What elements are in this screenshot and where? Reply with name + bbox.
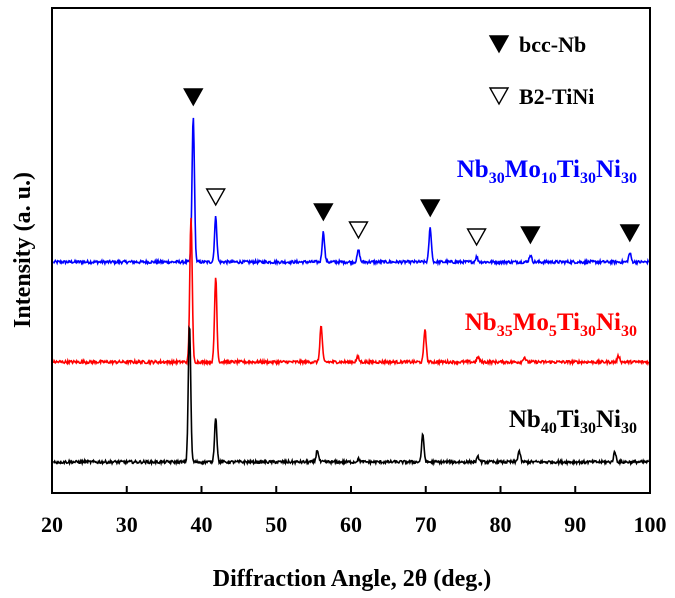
legend-label-0: bcc-Nb (519, 32, 586, 57)
series-label-part: Nb (509, 406, 541, 433)
series-label-part: 35 (497, 323, 513, 340)
series-label-part: Mo (505, 156, 541, 183)
legend: bcc-Nb B2-TiNi (488, 32, 594, 109)
x-tick-label-30: 30 (116, 512, 138, 537)
bcc-nb-marker-3 (520, 226, 541, 245)
series-labels: Nb30Mo10Ti30Ni30Nb35Mo5Ti30Ni30Nb40Ti30N… (457, 156, 637, 437)
series-line-2 (52, 325, 650, 467)
x-tick-label-20: 20 (41, 512, 63, 537)
bcc-nb-marker-0 (183, 88, 204, 107)
series-label-part: Nb (465, 309, 497, 336)
x-tick-label-80: 80 (490, 512, 512, 537)
series-label-part: 30 (580, 420, 596, 437)
x-tick-label-70: 70 (415, 512, 437, 537)
series-label-part: 30 (580, 323, 596, 340)
series-label-part: Ti (557, 156, 580, 183)
b2-tini-marker-0 (205, 188, 226, 207)
series-label-part: 30 (580, 170, 596, 187)
series-label-part: Nb (457, 156, 489, 183)
bcc-nb-marker-2 (420, 199, 441, 218)
series-label-1: Nb35Mo5Ti30Ni30 (465, 309, 637, 340)
series-label-part: 30 (621, 170, 637, 187)
series-label-part: Ni (596, 309, 621, 336)
series-label-part: Ti (557, 309, 580, 336)
phase-markers (183, 88, 641, 247)
series-label-part: 30 (621, 420, 637, 437)
bcc-nb-marker-4 (619, 224, 641, 243)
b2-tini-marker-1 (348, 221, 369, 240)
x-tick-label-40: 40 (191, 512, 213, 537)
series-label-part: 5 (549, 323, 557, 340)
x-axis-title: Diffraction Angle, 2θ (deg.) (213, 566, 491, 592)
legend-marker-0 (488, 35, 510, 54)
series-label-2: Nb40Ti30Ni30 (509, 406, 637, 437)
x-axis-ticks: 20 30 40 50 60 70 80 90 100 (41, 486, 667, 537)
series-label-part: Ti (557, 406, 580, 433)
series-label-part: Mo (513, 309, 549, 336)
series-label-part: Ni (596, 156, 621, 183)
series-label-part: 40 (541, 420, 557, 437)
x-tick-label-90: 90 (564, 512, 586, 537)
y-axis-title: Intensity (a. u.) (10, 172, 36, 328)
series-label-part: Ni (596, 406, 621, 433)
series-line-0 (52, 117, 650, 267)
x-tick-label-60: 60 (340, 512, 362, 537)
legend-label-1: B2-TiNi (519, 84, 594, 109)
plot-series (52, 117, 650, 467)
series-label-part: 30 (489, 170, 505, 187)
series-label-part: 10 (541, 170, 557, 187)
legend-marker-1 (488, 87, 510, 106)
bcc-nb-marker-1 (313, 203, 334, 222)
x-tick-label-50: 50 (265, 512, 287, 537)
series-label-0: Nb30Mo10Ti30Ni30 (457, 156, 637, 187)
b2-tini-marker-2 (466, 228, 487, 247)
series-label-part: 30 (621, 323, 637, 340)
x-tick-label-100: 100 (634, 512, 667, 537)
series-line-1 (52, 217, 650, 367)
